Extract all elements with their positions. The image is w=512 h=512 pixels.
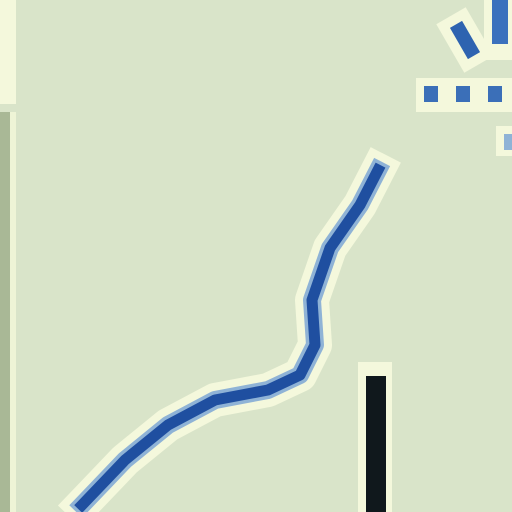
dot-2 [456, 86, 470, 102]
dot-3 [488, 86, 502, 102]
curve-stroke [74, 162, 386, 512]
window-left-edge [0, 0, 16, 512]
pen-handle [366, 376, 386, 512]
sparkle-dash-2 [492, 0, 508, 44]
dot-1 [424, 86, 438, 102]
sparkle-dash-1 [449, 20, 481, 60]
dot-4 [504, 134, 512, 150]
